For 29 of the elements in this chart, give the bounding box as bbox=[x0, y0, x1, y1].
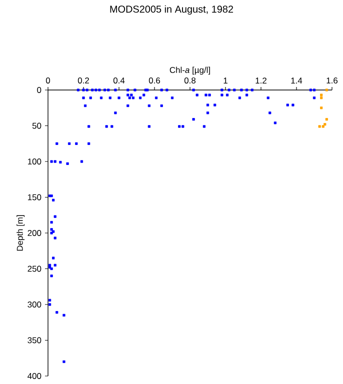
point bbox=[325, 88, 328, 92]
point bbox=[325, 118, 328, 121]
y-tick-label: 300 bbox=[28, 302, 42, 308]
x-tick-label: 0.8 bbox=[184, 78, 196, 84]
y-tick-label: 150 bbox=[28, 194, 42, 200]
point bbox=[320, 96, 323, 100]
x-tick-label: 1.6 bbox=[326, 78, 338, 84]
y-tick-label: 250 bbox=[28, 266, 42, 272]
point bbox=[320, 94, 323, 96]
x-tick-label: 1.4 bbox=[291, 78, 302, 84]
y-tick-label: 100 bbox=[28, 158, 42, 164]
y-tick-label: 50 bbox=[32, 122, 42, 129]
x-tick-label: 1 bbox=[224, 78, 228, 84]
y-axis-title: Depth [m] bbox=[16, 215, 25, 251]
x-tick-label: 0 bbox=[46, 78, 50, 84]
point bbox=[318, 125, 321, 128]
point bbox=[324, 123, 326, 126]
y-tick-label: 350 bbox=[28, 337, 42, 344]
x-tick-label: 0.4 bbox=[113, 78, 125, 84]
y-tick-label: 400 bbox=[28, 373, 42, 379]
x-tick-label: 0.6 bbox=[148, 78, 160, 84]
x-tick-label: 1.2 bbox=[256, 78, 266, 84]
y-tick-label: 0 bbox=[37, 87, 42, 93]
point bbox=[322, 125, 324, 128]
chart-title: MODS2005 in August, 1982 bbox=[110, 5, 234, 15]
x-tick-label: 0.2 bbox=[78, 78, 89, 84]
point bbox=[320, 106, 323, 110]
y-tick-label: 200 bbox=[28, 230, 42, 236]
x-axis-title: Chl-a [µg/l] bbox=[170, 66, 210, 75]
